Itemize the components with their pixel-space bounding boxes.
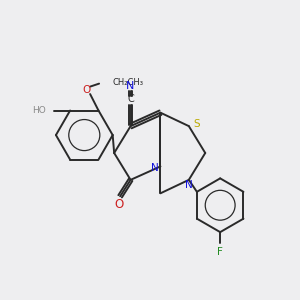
Text: O: O [114, 198, 123, 211]
Text: HO: HO [32, 106, 46, 115]
Text: O: O [82, 85, 90, 95]
Text: N: N [126, 81, 134, 91]
Text: N: N [185, 180, 193, 190]
Text: F: F [217, 247, 223, 256]
Text: C: C [127, 94, 134, 103]
Text: CH₂CH₃: CH₂CH₃ [112, 78, 143, 87]
Text: N: N [151, 163, 159, 173]
Text: S: S [193, 119, 200, 129]
